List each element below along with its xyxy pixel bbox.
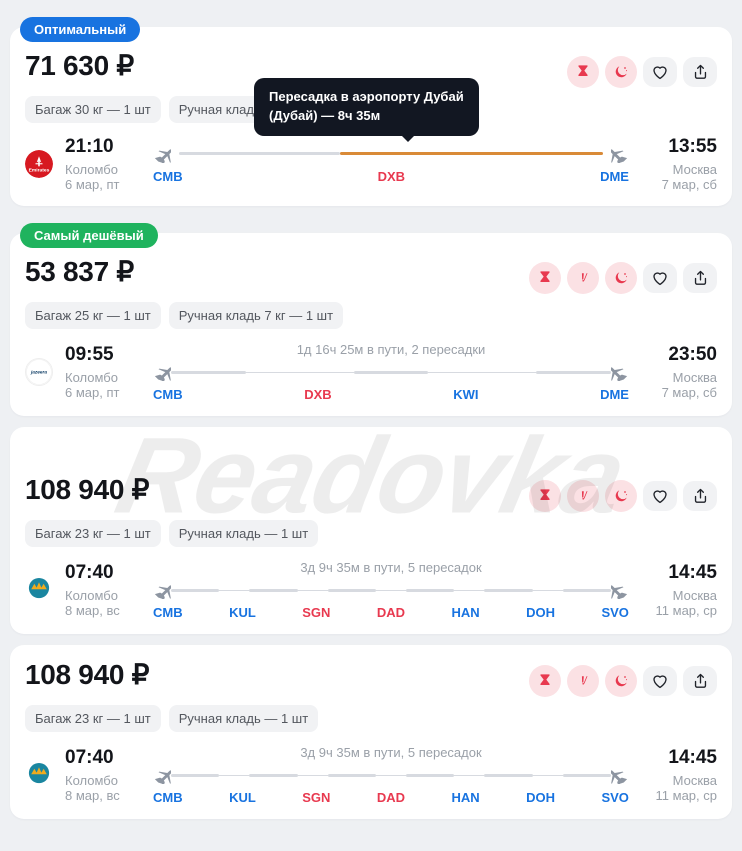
- svg-text:jazeera: jazeera: [30, 370, 47, 376]
- svg-text:Emirates: Emirates: [29, 167, 50, 173]
